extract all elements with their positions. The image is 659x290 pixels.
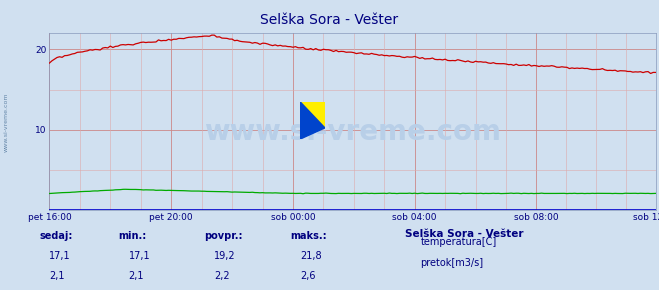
Text: 19,2: 19,2 [214,251,236,261]
Text: 2,1: 2,1 [49,271,65,281]
Text: povpr.:: povpr.: [204,231,243,240]
Polygon shape [300,102,325,139]
Text: min.:: min.: [119,231,147,240]
Text: Selška Sora - Vešter: Selška Sora - Vešter [405,229,524,239]
Text: www.si-vreme.com: www.si-vreme.com [204,118,501,146]
Text: 17,1: 17,1 [129,251,150,261]
Text: 2,1: 2,1 [129,271,144,281]
Text: sedaj:: sedaj: [40,231,73,240]
Text: 2,6: 2,6 [300,271,316,281]
Polygon shape [300,102,325,128]
Text: 17,1: 17,1 [49,251,71,261]
Text: pretok[m3/s]: pretok[m3/s] [420,258,484,268]
Text: Selška Sora - Vešter: Selška Sora - Vešter [260,13,399,27]
Text: 2,2: 2,2 [214,271,230,281]
Text: 21,8: 21,8 [300,251,322,261]
Text: maks.:: maks.: [290,231,327,240]
Text: temperatura[C]: temperatura[C] [420,238,497,247]
Text: www.si-vreme.com: www.si-vreme.com [4,92,9,152]
